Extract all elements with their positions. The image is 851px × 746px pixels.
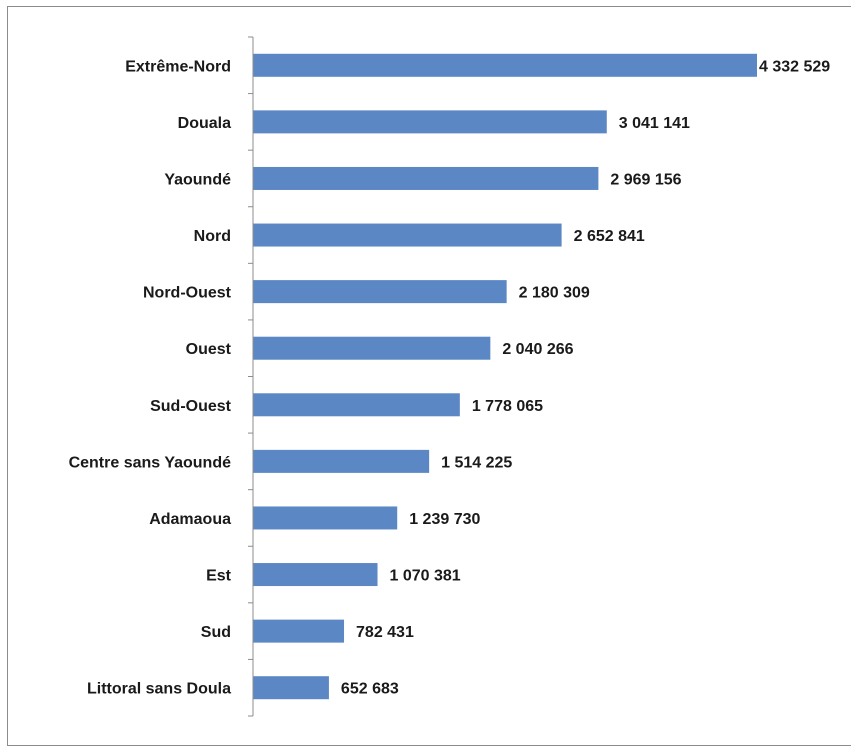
bar <box>253 223 562 247</box>
category-label: Douala <box>178 115 231 132</box>
category-label: Est <box>206 568 232 585</box>
category-label: Extrême-Nord <box>125 58 231 75</box>
value-label: 782 431 <box>356 624 414 641</box>
category-label: Nord-Ouest <box>143 285 232 302</box>
y-axis-ticks <box>248 36 253 717</box>
category-label: Yaoundé <box>164 171 231 188</box>
value-label: 652 683 <box>341 681 399 698</box>
value-label: 1 514 225 <box>441 454 512 471</box>
value-label: 3 041 141 <box>619 115 690 132</box>
category-label: Littoral sans Doula <box>87 681 231 698</box>
category-label: Nord <box>194 228 231 245</box>
value-label: 1 070 381 <box>390 568 461 585</box>
bar <box>253 676 329 700</box>
bar <box>253 563 378 587</box>
category-label: Sud <box>201 624 231 641</box>
category-label: Centre sans Yaoundé <box>69 454 232 471</box>
value-label: 4 332 529 <box>759 58 830 75</box>
bar <box>253 280 507 304</box>
bar <box>253 449 430 473</box>
value-label: 2 969 156 <box>610 171 681 188</box>
labels-group: Extrême-Nord 4 332 529 Douala 3 041 141 Yaou… <box>69 58 831 697</box>
bar <box>253 506 398 530</box>
value-label: 2 652 841 <box>574 228 645 245</box>
bars-group <box>253 53 757 700</box>
value-label: 2 040 266 <box>502 341 573 358</box>
bar <box>253 53 757 77</box>
bar <box>253 393 460 417</box>
bar <box>253 110 607 134</box>
bar <box>253 166 599 190</box>
bar <box>253 336 491 360</box>
bar <box>253 619 345 643</box>
category-label: Ouest <box>186 341 232 358</box>
value-label: 1 778 065 <box>472 398 543 415</box>
value-label: 1 239 730 <box>409 511 480 528</box>
category-label: Adamaoua <box>149 511 231 528</box>
value-label: 2 180 309 <box>519 285 590 302</box>
category-label: Sud-Ouest <box>150 398 232 415</box>
